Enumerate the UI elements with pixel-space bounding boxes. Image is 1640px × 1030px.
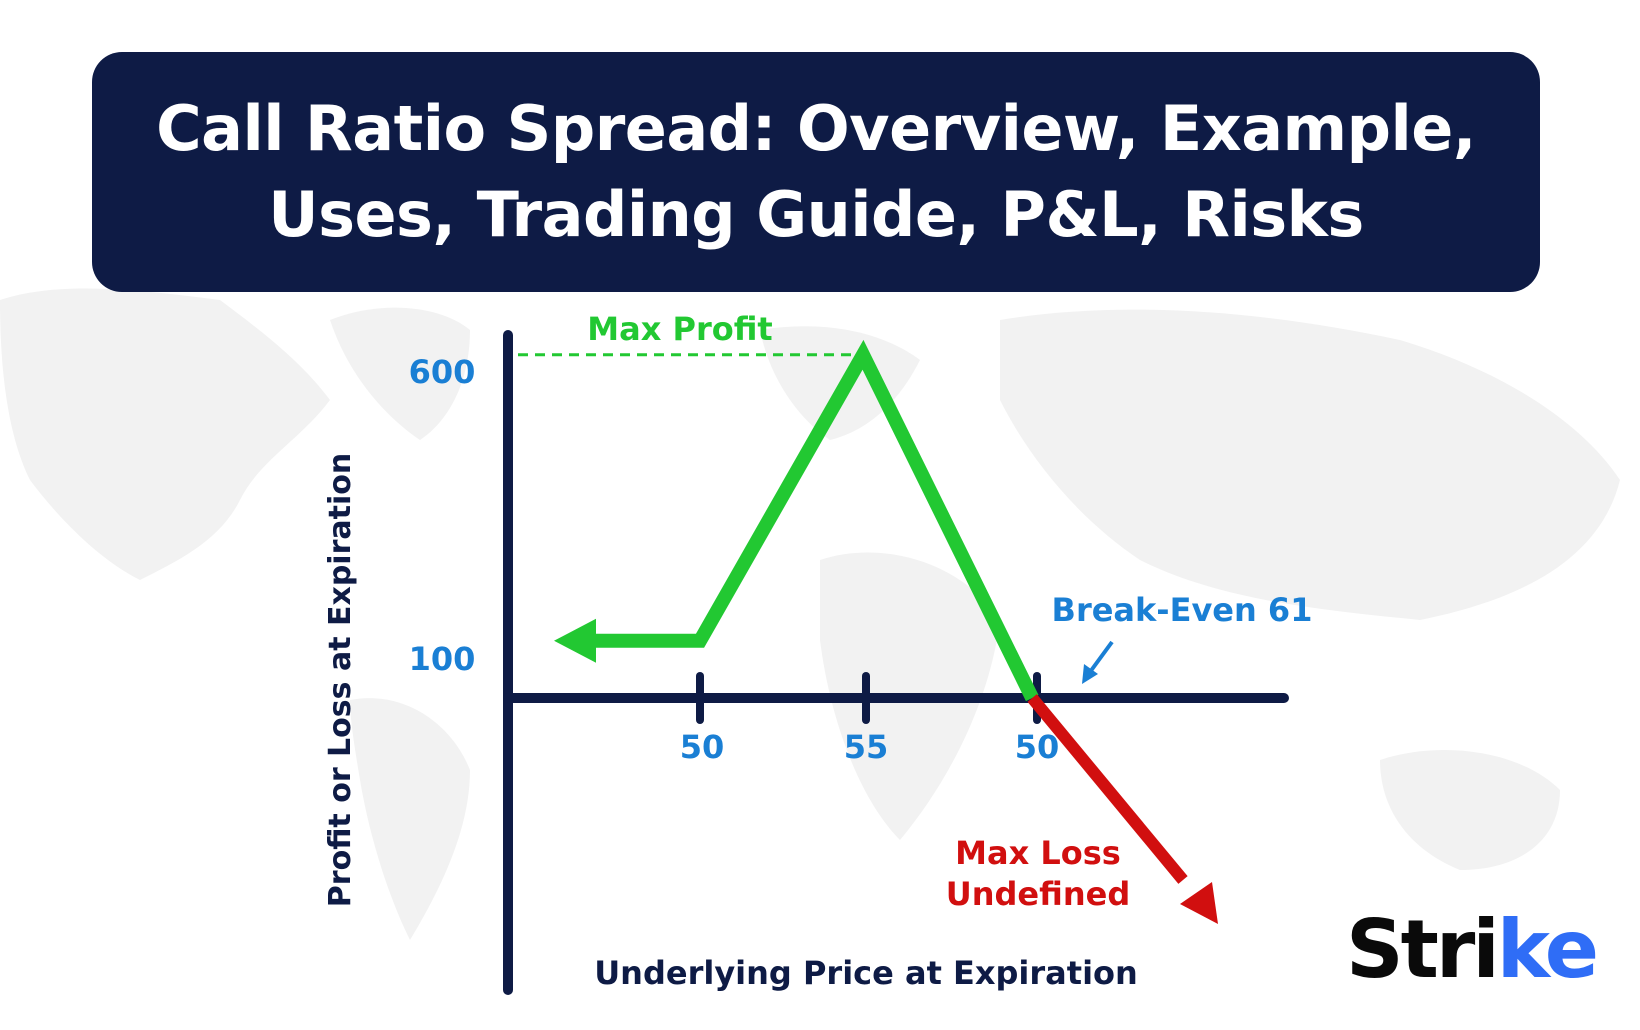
profit-left-arrow-head xyxy=(554,618,596,663)
max-profit-label: Max Profit xyxy=(587,310,772,348)
breakeven-label: Break-Even 61 xyxy=(1052,591,1313,629)
breakeven-pointer-head xyxy=(1082,664,1098,684)
loss-series-line xyxy=(1027,694,1188,884)
y-axis-label: Profit or Loss at Expiration xyxy=(323,453,358,907)
loss-arrow-head xyxy=(1180,882,1218,924)
brand-accent-text: ke xyxy=(1496,903,1599,996)
title-banner: Call Ratio Spread: Overview, Example, Us… xyxy=(92,52,1540,292)
strike-logo: Stri ke xyxy=(1346,903,1599,996)
y-tick-label-600: 600 xyxy=(409,353,476,391)
x-tick-label-1: 50 xyxy=(680,728,725,766)
profit-series-line xyxy=(596,339,1039,702)
x-tick-label-3: 50 xyxy=(1015,728,1060,766)
max-loss-label-line-1: Max Loss xyxy=(955,834,1121,872)
brand-text: Stri xyxy=(1346,903,1500,996)
x-tick-label-2: 55 xyxy=(844,728,889,766)
y-tick-label-100: 100 xyxy=(409,640,476,678)
x-axis-label: Underlying Price at Expiration xyxy=(594,954,1138,992)
breakeven-pointer-line xyxy=(1088,640,1114,674)
page-title-line-1: Call Ratio Spread: Overview, Example, xyxy=(156,92,1476,165)
page-title-line-2: Uses, Trading Guide, P&L, Risks xyxy=(268,178,1364,251)
max-loss-label-line-2: Undefined xyxy=(946,875,1130,913)
